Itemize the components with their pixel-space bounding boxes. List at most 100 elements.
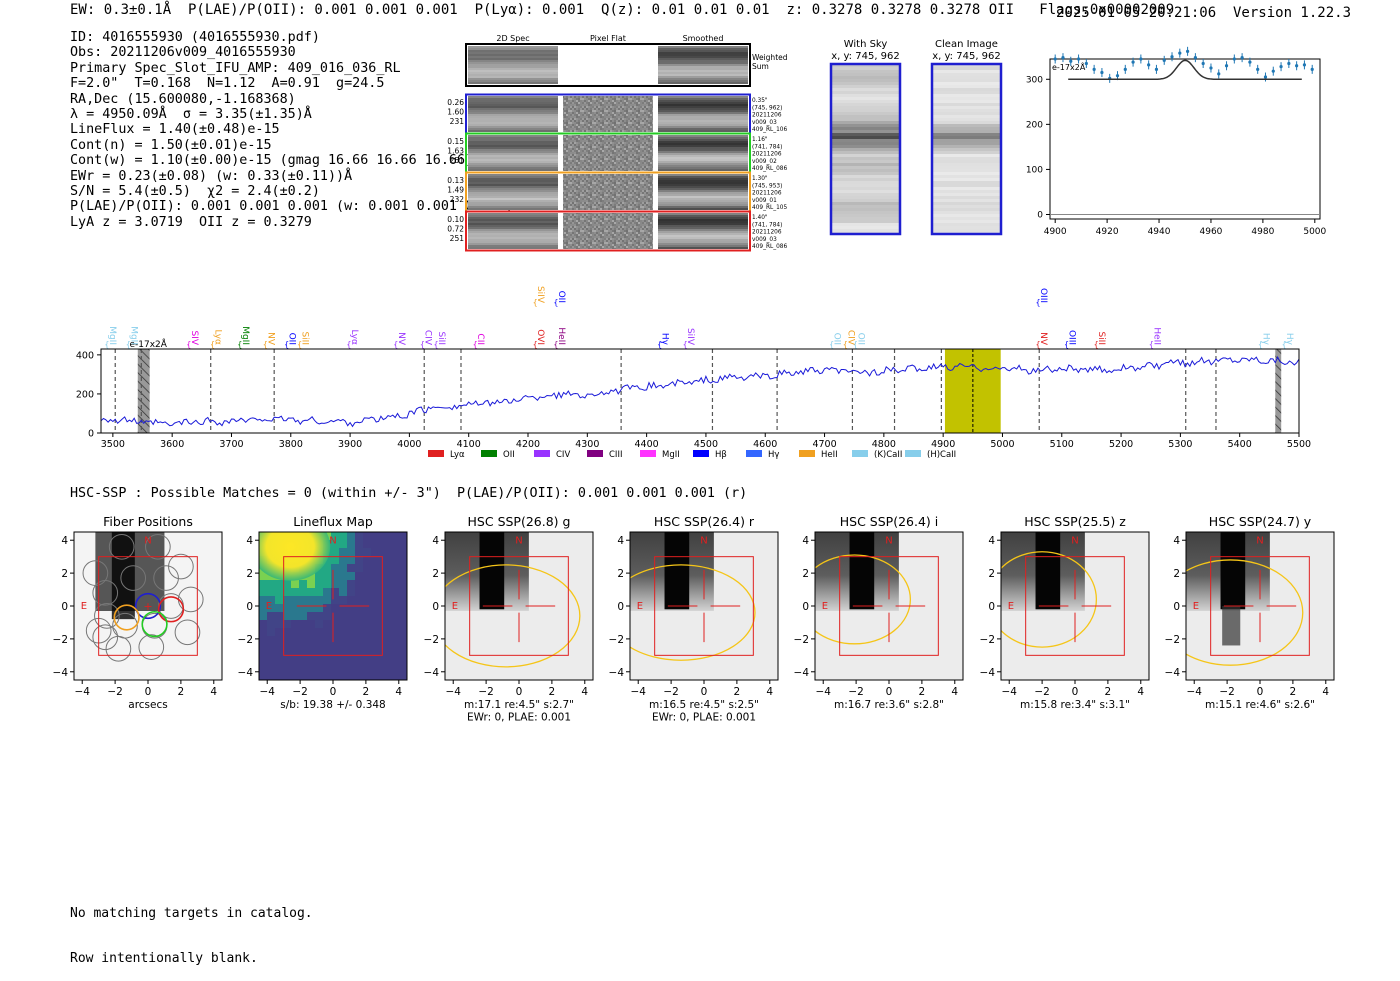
lineflux-pixel — [339, 564, 347, 572]
hsc-source-core — [1035, 532, 1061, 610]
lineflux-pixel — [355, 540, 363, 548]
zoom-data-point — [1240, 56, 1244, 60]
panel-x-tick-label: 4 — [395, 686, 402, 698]
line-id-label: MgII — [128, 326, 138, 345]
fiber-source-core — [111, 532, 135, 620]
fiber-row-meta: 409_RL_106 — [752, 127, 787, 133]
lineflux-pixel — [347, 548, 355, 556]
lineflux-pixel — [267, 580, 275, 588]
panel-y-tick-label: 2 — [246, 568, 253, 580]
panel-y-tick-label: −4 — [424, 667, 440, 679]
north-label: N — [1256, 536, 1263, 547]
full-x-tick-label: 5500 — [1287, 439, 1311, 450]
full-x-tick-label: 4600 — [753, 439, 777, 450]
zoom-data-point — [1053, 57, 1057, 61]
panel-x-tick-label: −4 — [815, 686, 831, 698]
zoom-data-point — [1224, 64, 1229, 68]
panel-caption: s/b: 19.38 +/- 0.348 — [280, 699, 385, 711]
panel-x-tick-label: 4 — [1137, 686, 1144, 698]
zoom-data-point — [1263, 75, 1268, 79]
panel-x-tick-label: −4 — [1001, 686, 1017, 698]
fiber-row-stat: 0.26 — [447, 98, 464, 107]
imaging-panel: Fiber Positions + N E −4 −4 −2 −2 0 0 2 2 4 4 arcsecs — [53, 514, 223, 711]
footer-line-1: No matching targets in catalog. — [70, 906, 313, 921]
lineflux-pixel — [331, 540, 339, 548]
fiber-row-stat: 251 — [450, 156, 465, 165]
panel-x-tick-label: 2 — [1105, 686, 1112, 698]
imaging-panel: Lineflux Map N E −4 −4 −2 −2 0 0 2 2 4 4 s/b: 19.38 +… — [238, 514, 408, 711]
panel-caption: EWr: 0, PLAE: 0.001 — [467, 712, 571, 724]
lineflux-pixel — [331, 588, 339, 596]
panel-x-tick-label: −2 — [848, 686, 863, 698]
panel-y-tick-label: 0 — [617, 601, 624, 613]
lineflux-pixel — [259, 612, 267, 620]
fiber-row-meta: 20211206 — [752, 113, 782, 119]
line-id-label: OII — [556, 291, 566, 303]
hsc-source-core — [849, 532, 875, 610]
info-line: λ = 4950.09Å σ = 3.35(±1.35)Å — [70, 106, 312, 122]
line-id-bracket: { — [186, 340, 191, 349]
info-line: S/N = 5.4(±0.5) χ2 = 2.4(±0.2) — [70, 183, 320, 199]
lineflux-pixel — [347, 564, 355, 572]
panel-y-tick-label: 4 — [1173, 535, 1180, 547]
fiber-circle — [92, 624, 119, 651]
lineflux-pixel — [291, 588, 299, 596]
fiber-circle — [145, 533, 171, 560]
info-line: LyA z = 3.0719 OII z = 0.3279 — [70, 214, 312, 230]
line-id-label: SIV — [189, 330, 199, 345]
panel-y-tick-label: −4 — [1165, 667, 1181, 679]
line-id-bracket: { — [1036, 340, 1041, 349]
legend-swatch — [799, 450, 815, 457]
full-y-tick-label: 200 — [76, 389, 94, 400]
zoom-data-point — [1092, 67, 1096, 71]
line-id-label: CIV — [845, 330, 855, 346]
line-id-label: MgII — [107, 326, 117, 345]
panel-x-tick-label: 4 — [210, 686, 217, 698]
lineflux-pixel — [331, 596, 339, 604]
full-x-tick-label: 3900 — [338, 439, 362, 450]
panel-y-tick-label: 0 — [988, 601, 995, 613]
legend-label: MgII — [662, 450, 680, 460]
line-id-label: Lyα — [212, 330, 222, 346]
panel-y-tick-label: −4 — [53, 667, 69, 679]
legend-swatch — [534, 450, 550, 457]
info-line: F=2.0" T=0.168 N=1.12 A=0.91 g=24.5 — [70, 76, 385, 92]
line-id-bracket: { — [210, 340, 215, 349]
imaging-panel: HSC SSP(25.5) z N E −4 −4 −2 −2 0 0 2 2 4 4 m:15.8 re… — [980, 514, 1150, 711]
spectrum-strip — [658, 213, 748, 249]
line-id-label: MgII — [240, 326, 250, 345]
info-line: Cont(w) = 1.10(±0.00)e-15 (gmag 16.66 16… — [70, 153, 474, 169]
panel-x-tick-label: −2 — [663, 686, 678, 698]
galaxy-ellipse — [1186, 559, 1304, 666]
fiber-row-stat: 0.15 — [447, 137, 464, 146]
panel-y-tick-label: 4 — [617, 535, 624, 547]
lineflux-pixel — [331, 556, 339, 564]
zoom-data-point — [1061, 56, 1065, 60]
fiber-circle — [168, 553, 194, 580]
line-id-label: NV — [1038, 332, 1048, 346]
line-id-label: SiIV — [685, 328, 695, 346]
east-label: E — [637, 601, 643, 612]
lineflux-pixel — [283, 612, 291, 620]
panel-x-tick-label: −2 — [1219, 686, 1234, 698]
legend-label: CIII — [609, 450, 622, 460]
panel-y-tick-label: 2 — [988, 568, 995, 580]
line-id-label: OIII — [1067, 330, 1077, 345]
lineflux-pixel — [283, 604, 291, 612]
panel-y-tick-label: 4 — [988, 535, 995, 547]
full-x-tick-label: 4800 — [872, 439, 896, 450]
lineflux-pixel — [307, 588, 315, 596]
zoom-axes-frame — [1049, 58, 1321, 220]
fiber-circle — [92, 580, 119, 606]
zoom-data-point — [1178, 51, 1182, 55]
lineflux-pixel — [355, 532, 363, 540]
aperture-box — [283, 556, 383, 656]
legend-label: Hγ — [768, 450, 779, 460]
panel-x-tick-label: 4 — [951, 686, 958, 698]
cutout-column-label: Pixel Flat — [590, 34, 626, 43]
lineflux-pixel — [331, 564, 339, 572]
line-id-bracket: { — [533, 340, 538, 349]
lineflux-pixel — [323, 596, 331, 604]
panel-x-tick-label: 0 — [1257, 686, 1264, 698]
fiber-circle — [94, 603, 120, 629]
